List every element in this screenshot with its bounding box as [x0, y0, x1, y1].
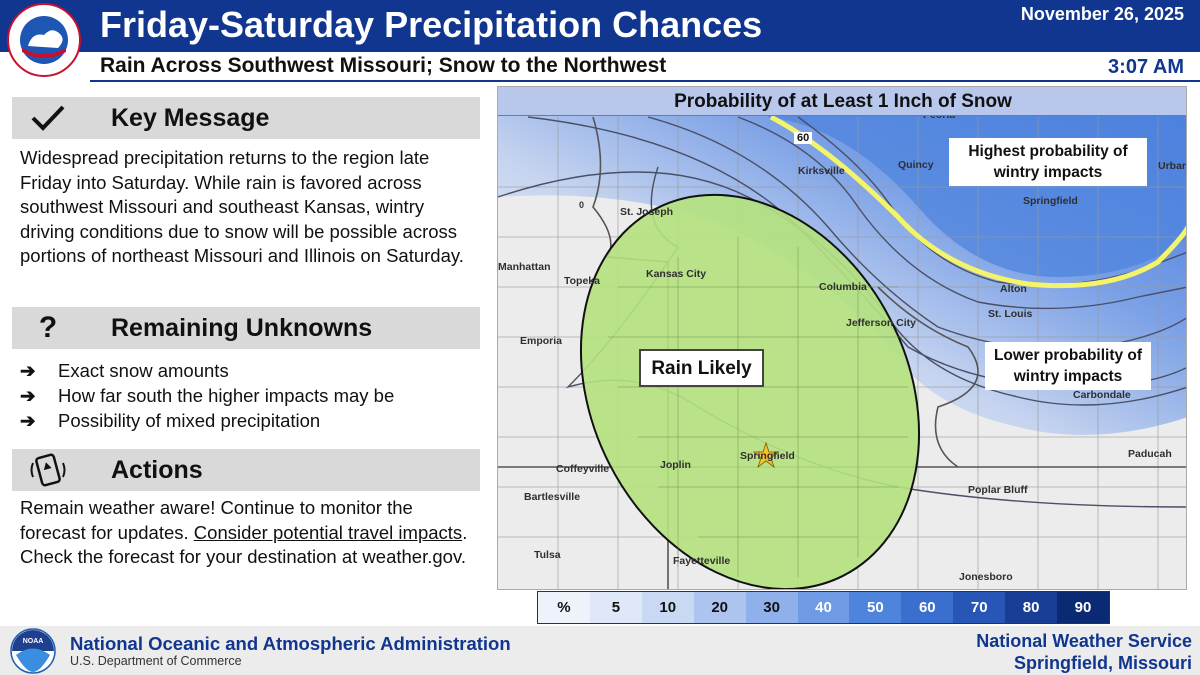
arrow-icon: ➔ [20, 360, 36, 381]
noaa-logo-icon: NOAA [10, 628, 56, 674]
agency-name: National Oceanic and Atmospheric Adminis… [70, 633, 511, 654]
contour-label: 60 [794, 132, 813, 144]
service-name: National Weather Service [976, 631, 1192, 651]
list-item: ➔ Exact snow amounts [20, 360, 229, 381]
arrow-icon: ➔ [20, 385, 36, 406]
subtitle-divider [90, 80, 1200, 82]
legend-cell: 30 [745, 592, 798, 623]
issue-time: 3:07 AM [1108, 56, 1184, 78]
sixty-percent-contour [769, 114, 1186, 289]
phone-alert-icon [28, 453, 68, 487]
legend-cell: 80 [1005, 592, 1058, 623]
city-label: Kirksville [798, 165, 845, 177]
city-label: Joplin [660, 459, 691, 471]
city-label: Jonesboro [959, 571, 1013, 583]
city-label: Bartlesville [524, 491, 581, 503]
actions-header: Actions [12, 449, 480, 491]
legend-cell: 50 [849, 592, 902, 623]
city-label: St. Louis [988, 308, 1033, 320]
legend-cell: 5 [589, 592, 642, 623]
issue-date: November 26, 2025 [1020, 4, 1184, 24]
city-label: Paducah [1128, 448, 1172, 460]
contour-label: 0 [579, 200, 585, 210]
page-subtitle: Rain Across Southwest Missouri; Snow to … [100, 54, 667, 77]
actions-title: Actions [111, 456, 203, 484]
city-label: Alton [1000, 283, 1027, 295]
legend-cell: 60 [901, 592, 954, 623]
unknowns-header: ? Remaining Unknowns [12, 307, 480, 349]
city-label: Jefferson City [846, 317, 917, 329]
legend-cell: 40 [797, 592, 850, 623]
nws-logo-icon [7, 3, 81, 77]
header-band [0, 0, 1200, 52]
snow-probability-map: Probability of at Least 1 Inch of Snow 6… [497, 86, 1187, 590]
rain-likely-area [579, 193, 921, 589]
city-label: Manhattan [498, 261, 551, 273]
list-item: ➔ Possibility of mixed precipitation [20, 410, 321, 431]
city-label: St. Joseph [620, 206, 674, 218]
city-label: Springfield [740, 450, 795, 462]
unknowns-title: Remaining Unknowns [111, 314, 373, 342]
legend-cell: 90 [1057, 592, 1109, 623]
probability-legend: % 5 10 20 30 40 50 60 70 80 90 [537, 591, 1110, 624]
question-mark-icon: ? [38, 311, 58, 344]
actions-text: Remain weather aware! Continue to monito… [20, 497, 468, 567]
city-label: Carbondale [1073, 389, 1131, 401]
city-label: Topeka [564, 275, 600, 287]
legend-cell: 20 [693, 592, 746, 623]
city-label: Springfield [1023, 195, 1078, 207]
high-probability-label: Highest probability of wintry impacts [949, 138, 1147, 186]
map-title: Probability of at Least 1 Inch of Snow [674, 91, 1012, 112]
city-label: Fayetteville [673, 555, 731, 567]
key-message-title: Key Message [111, 104, 270, 132]
city-label: Poplar Bluff [968, 484, 1028, 496]
rain-likely-label: Rain Likely [639, 349, 764, 387]
city-label: Quincy [898, 159, 934, 171]
city-label: Urbana [1158, 160, 1186, 172]
travel-impacts-link[interactable]: Consider potential travel impacts [193, 521, 463, 543]
footer-band [0, 626, 1200, 675]
svg-text:NOAA: NOAA [23, 638, 44, 645]
legend-unit: % [538, 592, 590, 623]
key-message-text: Widespread precipitation returns to the … [20, 147, 464, 266]
city-label: Kansas City [646, 268, 707, 280]
department-name: U.S. Department of Commerce [70, 654, 242, 668]
city-label: Emporia [520, 335, 563, 347]
map-title-band: Probability of at Least 1 Inch of Snow [498, 87, 1186, 116]
legend-cell: 70 [953, 592, 1006, 623]
checkmark-icon [28, 101, 68, 135]
city-label: Columbia [819, 281, 867, 293]
key-message-header: Key Message [12, 97, 480, 139]
city-label: Coffeyville [556, 463, 610, 475]
city-label: Tulsa [534, 549, 561, 561]
springfield-star-icon [752, 441, 780, 469]
legend-cell: 10 [641, 592, 694, 623]
list-item: ➔ How far south the higher impacts may be [20, 385, 395, 406]
page-title: Friday-Saturday Precipitation Chances [100, 4, 763, 45]
low-probability-label: Lower probability of wintry impacts [985, 342, 1151, 390]
office-name: Springfield, Missouri [1013, 653, 1192, 673]
arrow-icon: ➔ [20, 410, 36, 431]
